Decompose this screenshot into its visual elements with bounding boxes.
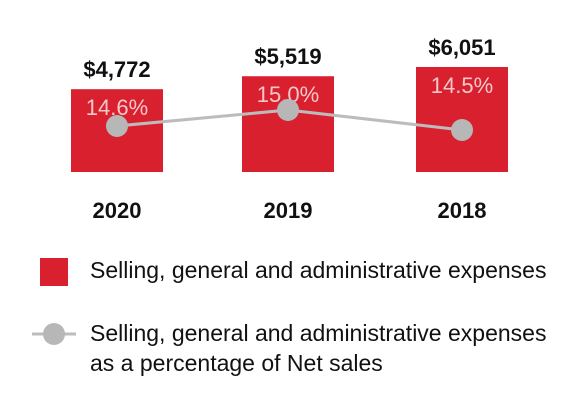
legend-line-label: Selling, general and administrative expe…	[90, 320, 547, 376]
sga-chart: $4,77214.6%2020$5,51915.0%2019$6,05114.5…	[71, 35, 508, 223]
category-label-2019: 2019	[264, 198, 313, 223]
bar-value-label-2019: $5,519	[254, 44, 321, 69]
pct-marker-2018	[451, 119, 473, 141]
category-label-2020: 2020	[93, 198, 142, 223]
category-label-2018: 2018	[438, 198, 487, 223]
bar-2019	[242, 76, 334, 172]
bar-value-label-2020: $4,772	[83, 57, 150, 82]
pct-marker-2020	[106, 115, 128, 137]
legend-bar-label: Selling, general and administrative expe…	[90, 257, 547, 283]
pct-marker-2019	[277, 99, 299, 121]
legend-bar-swatch	[40, 258, 68, 286]
pct-label-2018: 14.5%	[431, 73, 493, 98]
legend-line-swatch	[32, 323, 76, 345]
bar-value-label-2018: $6,051	[428, 35, 495, 60]
